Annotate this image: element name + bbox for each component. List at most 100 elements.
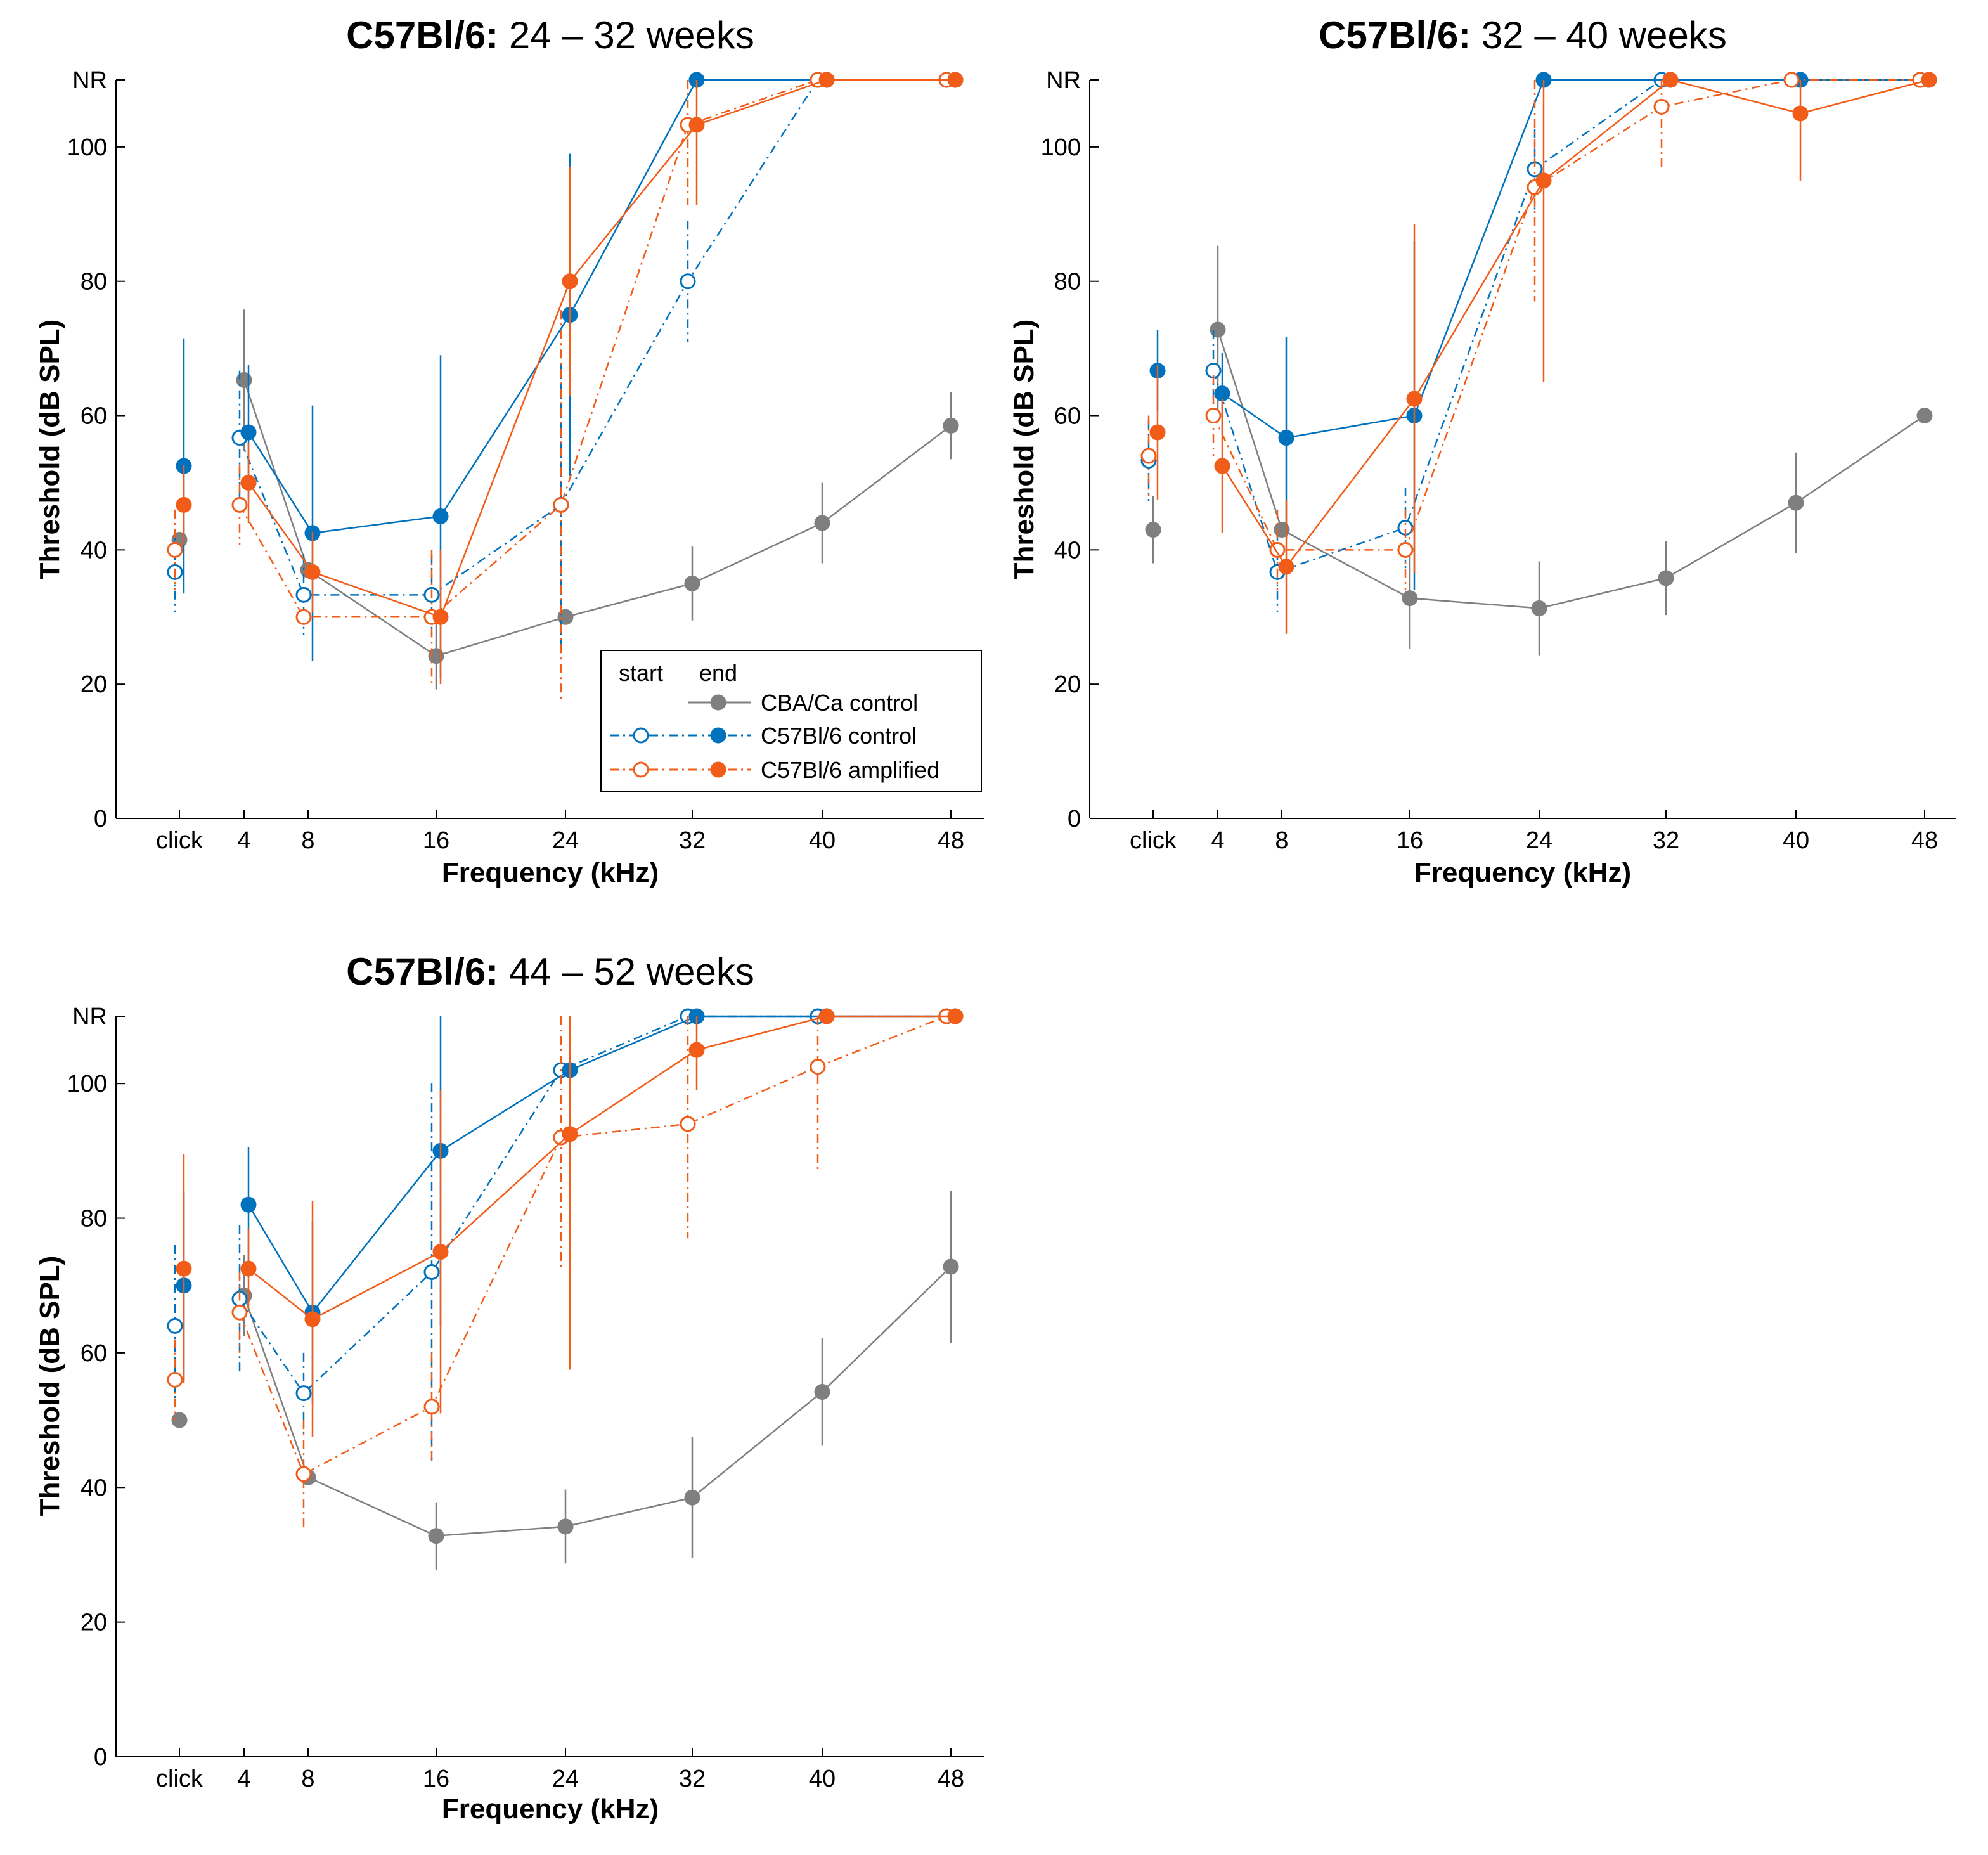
- data-point: [1792, 105, 1809, 122]
- data-point: [680, 273, 696, 290]
- series-line: [238, 1015, 946, 1395]
- data-point: [1274, 522, 1290, 538]
- data-point: [304, 1311, 321, 1328]
- series-line: [247, 1015, 955, 1314]
- x-tick-label: 8: [301, 1766, 314, 1792]
- x-tick-label: 16: [423, 1766, 449, 1792]
- x-tick-label: 48: [938, 827, 964, 854]
- series-line: [248, 1015, 955, 1321]
- data-point: [176, 1260, 192, 1277]
- data-point: [1653, 98, 1670, 115]
- data-point: [557, 609, 574, 625]
- data-point: [1535, 172, 1552, 189]
- legend-marker-c57-amplified-start: [633, 761, 649, 778]
- y-tick-label: 60: [81, 1340, 107, 1367]
- data-point: [1205, 408, 1222, 424]
- data-point: [167, 1317, 183, 1334]
- x-axis-label: Frequency (kHz): [1414, 857, 1631, 888]
- data-point: [240, 424, 257, 441]
- series-line: [1222, 79, 1929, 439]
- data-point: [947, 1008, 964, 1024]
- data-point: [1278, 559, 1294, 575]
- panel-44-52-weeks: C57Bl/6: 44 – 52 weeks Threshold (dB SPL…: [34, 950, 984, 1825]
- x-tick-label: click: [156, 1766, 203, 1792]
- panel-title: C57Bl/6: 32 – 40 weeks: [1319, 14, 1727, 56]
- y-tick-label: 0: [94, 806, 107, 832]
- data-point: [1783, 72, 1800, 88]
- panel-title: C57Bl/6: 44 – 52 weeks: [346, 950, 754, 993]
- data-point: [1921, 72, 1937, 88]
- y-tick-label: 0: [94, 1744, 107, 1771]
- data-point: [1214, 385, 1230, 402]
- data-point: [231, 496, 248, 513]
- x-tick-label: 8: [1275, 827, 1288, 854]
- data-point: [814, 515, 830, 531]
- x-tick-label: 40: [809, 1766, 836, 1792]
- x-tick-label: 16: [423, 827, 449, 854]
- data-point: [818, 1008, 835, 1024]
- y-tick-label: 20: [81, 1610, 107, 1636]
- legend: start end CBA/Ca control C57Bl/6 control…: [600, 650, 982, 792]
- data-point: [432, 1244, 449, 1260]
- y-tick-label: 80: [81, 1206, 107, 1232]
- y-tick-label: 100: [67, 134, 107, 161]
- data-point: [810, 1059, 826, 1075]
- x-tick-label: 24: [1526, 827, 1552, 854]
- series-line: [1221, 79, 1930, 569]
- data-point: [1658, 570, 1674, 586]
- y-tick-label: 60: [1054, 403, 1081, 430]
- legend-start-header: start: [619, 660, 663, 686]
- data-point: [167, 541, 183, 558]
- data-point: [553, 496, 569, 513]
- x-tick-label: 32: [679, 1766, 706, 1792]
- data-point: [295, 586, 312, 603]
- x-tick-label: click: [1130, 827, 1177, 854]
- data-point: [240, 1196, 257, 1213]
- series-line: [243, 1266, 952, 1537]
- legend-label-cba: CBA/Ca control: [761, 690, 918, 716]
- y-axis-label: Threshold (dB SPL): [34, 320, 65, 580]
- y-tick-label: NR: [72, 67, 107, 94]
- data-point: [684, 1489, 700, 1506]
- data-point: [688, 117, 705, 133]
- x-axis-label: Frequency (kHz): [442, 857, 659, 888]
- data-point: [428, 1528, 444, 1544]
- panel-24-32-weeks: C57Bl/6: 24 – 32 weeks Threshold (dB SPL…: [34, 14, 984, 888]
- panel-title: C57Bl/6: 24 – 32 weeks: [346, 14, 754, 56]
- data-point: [432, 508, 449, 524]
- data-point: [562, 273, 578, 290]
- y-tick-label: 0: [1068, 806, 1081, 832]
- y-axis-label: Threshold (dB SPL): [34, 1256, 65, 1516]
- series-line: [243, 380, 952, 657]
- data-point: [295, 1385, 312, 1402]
- data-point: [818, 72, 835, 88]
- data-point: [557, 1518, 574, 1535]
- data-point: [240, 1260, 257, 1277]
- data-point: [947, 72, 964, 88]
- y-tick-label: 60: [81, 403, 107, 430]
- data-point: [432, 609, 449, 625]
- series-line: [1217, 329, 1925, 609]
- x-tick-label: 24: [552, 827, 579, 854]
- legend-marker-c57-amplified-end: [710, 761, 726, 778]
- y-tick-label: 80: [81, 269, 107, 295]
- series-line: [1212, 79, 1920, 573]
- series-line: [238, 79, 946, 618]
- data-point: [171, 1412, 188, 1428]
- x-tick-label: 4: [237, 827, 250, 854]
- data-point: [1788, 494, 1804, 511]
- data-point: [295, 609, 312, 625]
- y-tick-label: 40: [81, 1475, 107, 1501]
- y-tick-label: 20: [1054, 671, 1081, 698]
- data-point: [1916, 408, 1933, 424]
- data-point: [423, 1399, 440, 1415]
- data-point: [428, 648, 444, 664]
- series-line: [238, 1015, 947, 1475]
- data-point: [236, 372, 252, 388]
- legend-marker-c57-control-start: [633, 727, 649, 744]
- legend-label-c57-amplified: C57Bl/6 amplified: [761, 757, 939, 783]
- legend-box: [600, 650, 982, 792]
- series-line: [247, 79, 955, 534]
- y-axis-label: Threshold (dB SPL): [1009, 320, 1040, 580]
- data-point: [684, 575, 700, 591]
